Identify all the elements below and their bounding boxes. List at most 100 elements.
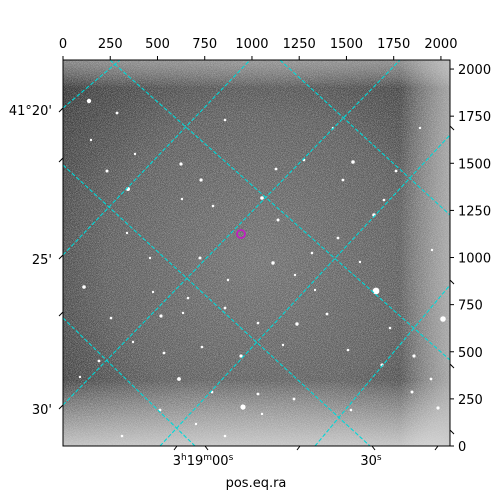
star xyxy=(260,196,264,200)
star xyxy=(120,434,124,438)
star xyxy=(223,118,227,122)
star xyxy=(325,312,329,316)
top-axis-label: 1250 xyxy=(283,37,316,52)
star xyxy=(372,287,380,295)
right-axis-label: 0 xyxy=(458,440,466,455)
ra-tick xyxy=(173,445,178,451)
dec-tick xyxy=(58,157,64,163)
star xyxy=(256,392,260,396)
right-axis-label: 1250 xyxy=(458,204,491,219)
top-axis: 0 250 500 750 1000 1250 1500 1750 2000 xyxy=(59,37,457,60)
star xyxy=(131,340,135,344)
right-axis-label: 1750 xyxy=(458,110,491,125)
ra-tick xyxy=(434,445,439,451)
ra-tick xyxy=(296,445,301,451)
star xyxy=(239,354,243,358)
star xyxy=(440,316,446,322)
star xyxy=(82,285,86,289)
star xyxy=(177,377,181,381)
top-axis-label: 1750 xyxy=(377,37,410,52)
star xyxy=(105,169,109,173)
left-axis: 41°20' 25' 30' xyxy=(9,104,455,435)
star xyxy=(382,198,386,202)
ra-tick xyxy=(204,445,209,451)
star xyxy=(349,408,353,412)
star xyxy=(410,390,414,394)
star xyxy=(115,111,119,115)
bottom-axis: 3h19m00s 30s pos.eq.ra xyxy=(173,445,439,491)
ra-label: 3h19m00s xyxy=(173,453,234,469)
star xyxy=(200,345,204,349)
star xyxy=(271,261,275,265)
dec-tick xyxy=(58,107,64,113)
dec-grid-line xyxy=(279,60,450,216)
star xyxy=(78,375,82,379)
top-axis-label: 500 xyxy=(145,37,170,52)
top-axis-label: 1000 xyxy=(235,37,268,52)
right-axis-label: 1500 xyxy=(458,157,491,172)
right-axis-label: 750 xyxy=(458,299,483,314)
star xyxy=(418,126,422,130)
ra-grid-line xyxy=(314,284,450,446)
star xyxy=(199,178,203,182)
star xyxy=(436,406,440,410)
star xyxy=(133,152,137,156)
dec-tick xyxy=(58,311,64,317)
plot-frame xyxy=(62,59,451,447)
dec-grid-line xyxy=(63,164,371,446)
star xyxy=(358,260,362,264)
star xyxy=(223,434,227,438)
star xyxy=(159,314,163,318)
star xyxy=(293,273,297,277)
right-axis-label: 2000 xyxy=(458,63,491,78)
star xyxy=(346,348,350,352)
star xyxy=(198,256,202,260)
star xyxy=(274,167,278,171)
star xyxy=(181,311,185,315)
star xyxy=(429,377,433,381)
dec-tick xyxy=(449,279,455,285)
star xyxy=(179,162,183,166)
dec-label: 25' xyxy=(32,253,52,268)
dec-label: 30' xyxy=(32,403,52,418)
top-axis-label: 750 xyxy=(192,37,217,52)
star xyxy=(109,316,113,320)
x-axis-title: pos.eq.ra xyxy=(226,476,287,491)
star xyxy=(313,288,317,292)
coordinate-grid xyxy=(63,60,450,446)
dec-tick xyxy=(58,404,64,410)
ra-grid-line xyxy=(63,60,121,109)
right-axis-label: 250 xyxy=(458,393,483,408)
star xyxy=(351,160,355,164)
star xyxy=(430,248,434,252)
star xyxy=(412,354,416,358)
top-axis-label: 1500 xyxy=(330,37,363,52)
ra-grid-line xyxy=(63,60,251,256)
target-marker xyxy=(236,229,246,239)
top-axis-label: 250 xyxy=(98,37,123,52)
dec-tick xyxy=(449,363,455,369)
star xyxy=(223,306,227,310)
star xyxy=(295,322,299,326)
star xyxy=(97,359,101,363)
star xyxy=(260,412,264,416)
star xyxy=(292,397,296,401)
ra-label: 30s xyxy=(360,453,382,469)
star xyxy=(151,290,155,294)
dec-grid-line xyxy=(63,317,196,446)
right-axis: 0 250 500 750 1000 1250 1500 1750 2000 xyxy=(450,63,491,455)
right-axis-label: 500 xyxy=(458,346,483,361)
dec-tick xyxy=(449,125,455,131)
star xyxy=(186,296,190,300)
star xyxy=(336,236,340,240)
star xyxy=(226,278,230,282)
ra-grid-line xyxy=(159,134,450,446)
star xyxy=(162,351,166,355)
star xyxy=(89,138,93,142)
star xyxy=(211,204,215,208)
sky-image xyxy=(63,60,450,446)
dec-grid-line xyxy=(109,60,450,361)
star xyxy=(276,218,280,222)
star xyxy=(256,321,260,325)
